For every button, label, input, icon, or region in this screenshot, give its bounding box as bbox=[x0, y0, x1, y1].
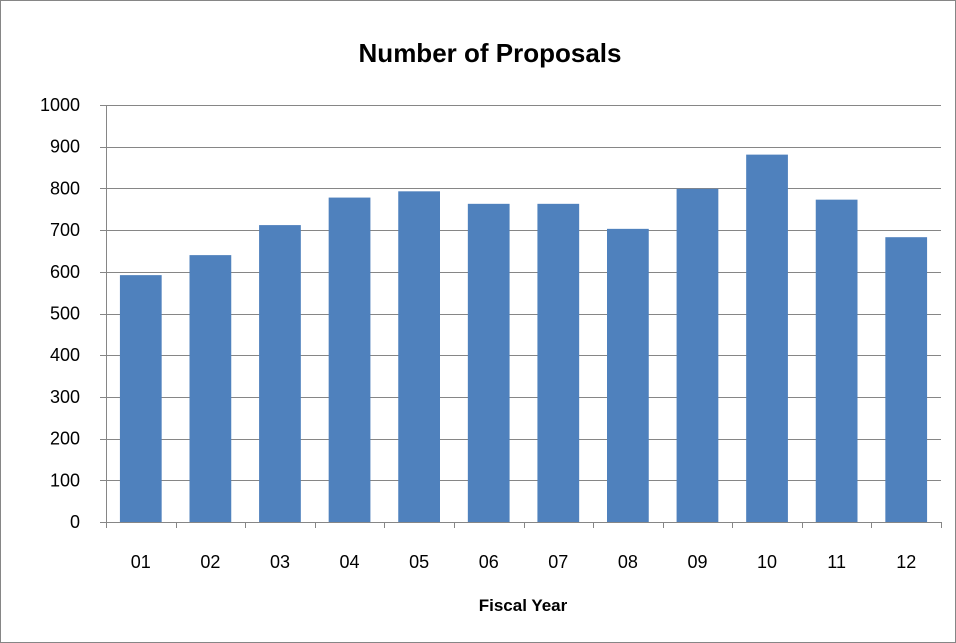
bar bbox=[676, 188, 719, 522]
bar bbox=[815, 199, 858, 522]
x-tick-label: 02 bbox=[200, 552, 220, 572]
y-tick-label: 200 bbox=[50, 429, 80, 449]
x-tick-label: 03 bbox=[270, 552, 290, 572]
bars bbox=[119, 154, 928, 523]
y-tick-label: 900 bbox=[50, 137, 80, 157]
y-tick-label: 800 bbox=[50, 178, 80, 198]
x-tick-label: 09 bbox=[687, 552, 707, 572]
x-tick-label: 01 bbox=[131, 552, 151, 572]
bar bbox=[119, 275, 162, 522]
axes bbox=[100, 105, 942, 528]
x-tick-label: 11 bbox=[827, 552, 846, 572]
y-tick-label: 300 bbox=[50, 387, 80, 407]
y-tick-label: 400 bbox=[50, 345, 80, 365]
x-tick-label: 12 bbox=[896, 552, 916, 572]
y-axis-tick-labels: 0 100 200 300 400 500 600 700 800 900 1000 bbox=[40, 95, 80, 532]
y-tick-label: 0 bbox=[70, 512, 80, 532]
bar bbox=[607, 228, 649, 522]
y-tick-label: 500 bbox=[50, 304, 80, 324]
bar bbox=[467, 203, 510, 523]
bar bbox=[259, 225, 301, 522]
x-tick-label: 07 bbox=[548, 552, 568, 572]
chart-title: Number of Proposals bbox=[359, 38, 622, 68]
x-tick-label: 08 bbox=[618, 552, 638, 572]
y-tick-label: 1000 bbox=[40, 95, 80, 115]
x-axis-tick-labels: 01 02 03 04 05 06 07 08 09 10 11 12 bbox=[131, 552, 916, 572]
y-tick-label: 700 bbox=[50, 220, 80, 240]
bar bbox=[746, 154, 788, 523]
bar bbox=[885, 237, 928, 522]
x-tick-label: 04 bbox=[340, 552, 360, 572]
bar bbox=[398, 191, 440, 522]
x-tick-label: 06 bbox=[479, 552, 499, 572]
x-tick-label: 10 bbox=[757, 552, 777, 572]
y-tick-label: 100 bbox=[50, 470, 80, 490]
y-tick-label: 600 bbox=[50, 262, 80, 282]
bar bbox=[328, 197, 371, 522]
gridlines bbox=[100, 105, 941, 481]
x-axis-title: Fiscal Year bbox=[479, 596, 568, 615]
bar bbox=[189, 255, 232, 522]
x-tick-label: 05 bbox=[409, 552, 429, 572]
bar bbox=[537, 203, 580, 523]
